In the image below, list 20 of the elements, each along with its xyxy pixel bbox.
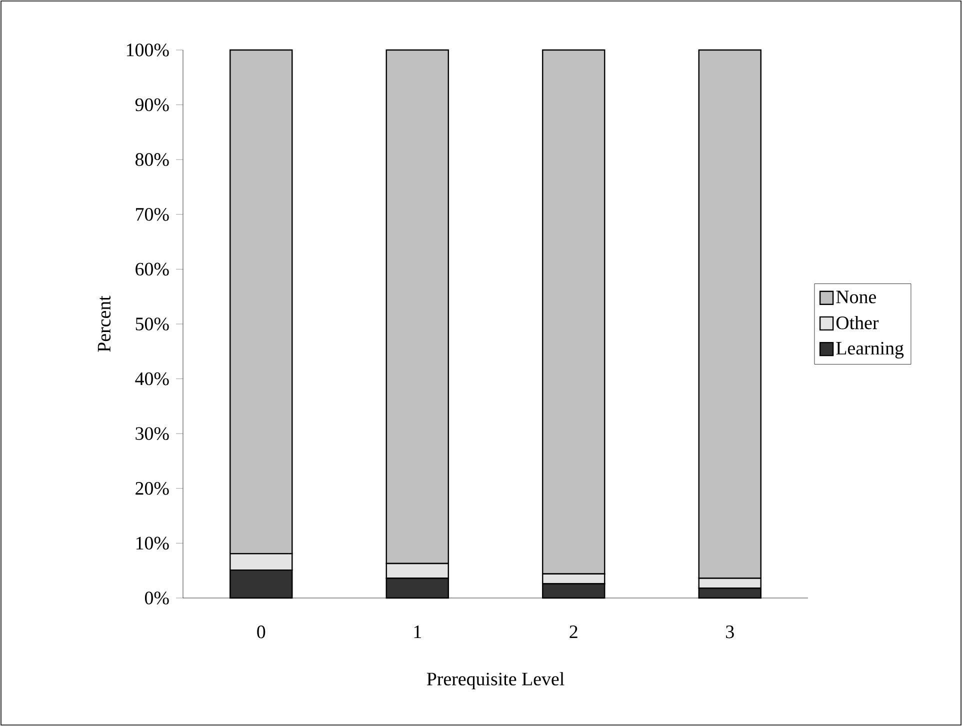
legend-label: Learning bbox=[836, 342, 904, 359]
y-tick-label: 60% bbox=[136, 262, 169, 276]
y-tick-label: 10% bbox=[136, 536, 169, 550]
y-tick-label: 90% bbox=[135, 98, 169, 112]
y-tick-label: 70% bbox=[136, 208, 169, 221]
y-tick-label: 20% bbox=[136, 482, 169, 495]
y-tick-label: 0% bbox=[144, 592, 169, 604]
y-tick-label: 40% bbox=[135, 372, 169, 386]
legend-label: Other bbox=[836, 316, 879, 330]
y-tick-label: 50% bbox=[136, 318, 169, 330]
y-tick-label: 100% bbox=[126, 44, 169, 56]
x-tick-label: 0 bbox=[257, 626, 266, 638]
x-tick-label: 1 bbox=[414, 626, 421, 638]
x-axis-title: Prerequisite Level bbox=[426, 672, 564, 690]
x-tick-label: 2 bbox=[570, 626, 578, 638]
y-axis-title: Percent bbox=[98, 296, 111, 352]
y-tick-label: 30% bbox=[136, 427, 169, 440]
legend-label: None bbox=[836, 290, 876, 304]
y-tick-label: 80% bbox=[136, 153, 169, 166]
x-tick-label: 3 bbox=[726, 626, 734, 638]
